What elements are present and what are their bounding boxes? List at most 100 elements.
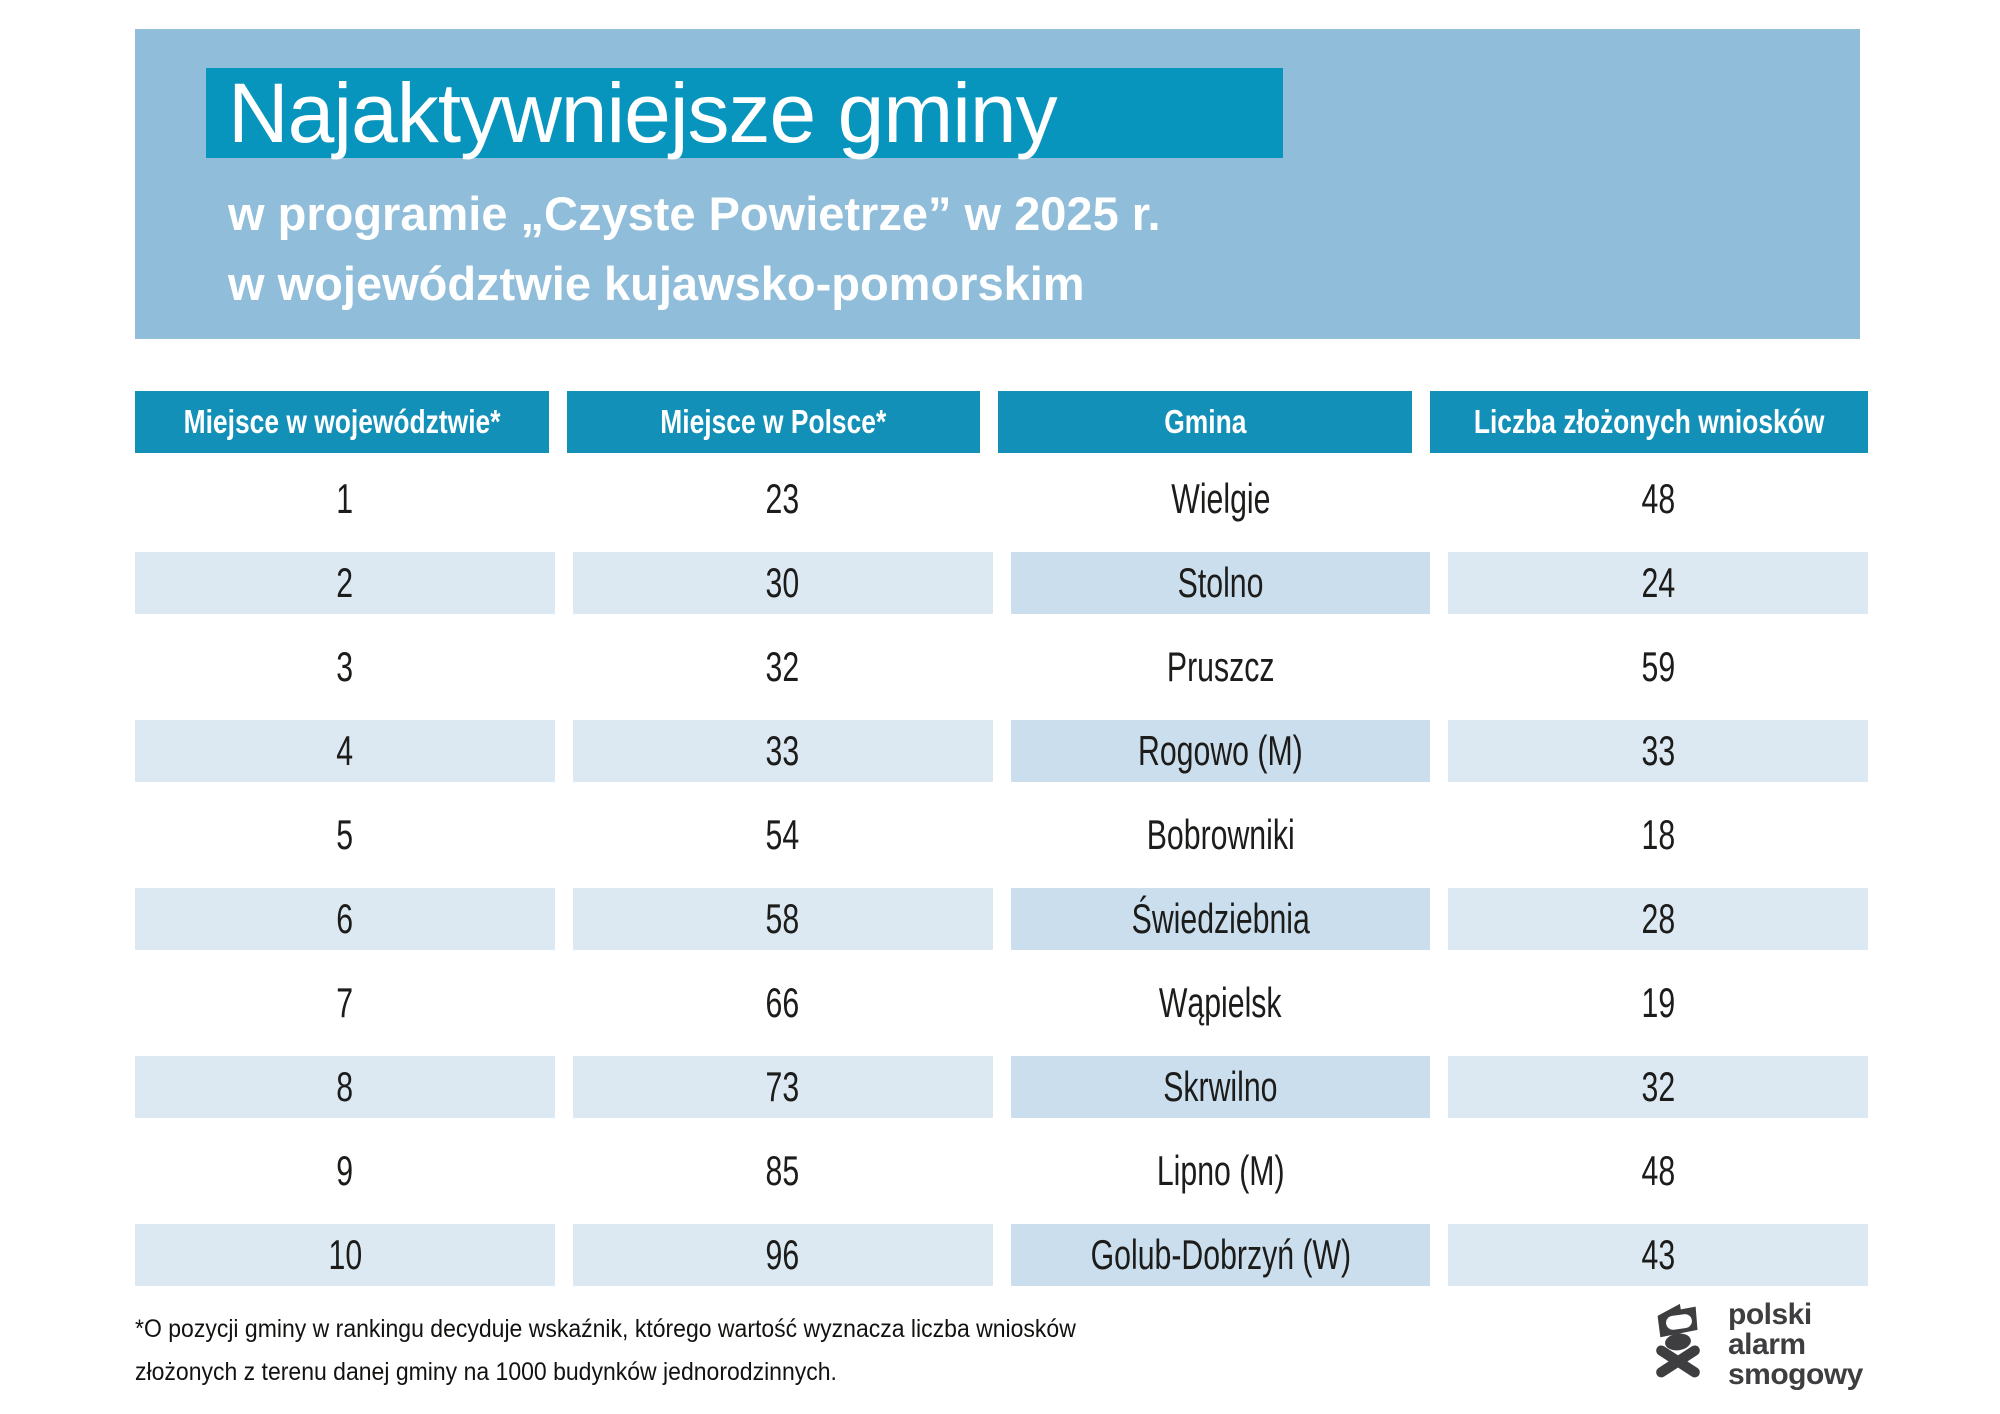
cell-value: Wąpielsk [1159,979,1282,1026]
cell-value: 32 [765,643,800,690]
subtitle-line-2: w województwie kujawsko-pomorskim [228,257,1085,310]
cell-value: Skrwilno [1163,1063,1278,1110]
cell-value: Świedziebnia [1131,895,1310,942]
cell-rank-voivodeship: 8 [135,1056,555,1118]
cell-value: Rogowo (M) [1138,727,1303,774]
cell-value: Bobrowniki [1146,811,1295,858]
cell-value: Golub-Dobrzyń (W) [1090,1231,1351,1278]
cell-applications: 48 [1448,1140,1868,1202]
header-banner: Najaktywniejsze gminy w programie „Czyst… [135,29,1860,339]
table-body: 1 23 Wielgie 48 2 30 Stolno 24 3 32 Pruszcz 59 4 33 Ro… [135,468,1868,1286]
cell-gmina: Bobrowniki [1011,804,1431,866]
cell-value: 9 [336,1147,354,1194]
cell-rank-voivodeship: 2 [135,552,555,614]
footnote-line-1: *O pozycji gminy w rankingu decyduje wsk… [135,1315,1076,1343]
cell-gmina: Skrwilno [1010,1056,1431,1118]
cell-value: 10 [328,1231,362,1278]
pas-logo: polski alarm smogowy [1652,1294,1863,1390]
cell-gmina: Rogowo (M) [1010,720,1431,782]
cell-rank-voivodeship: 7 [135,972,555,1034]
cell-value: 43 [1641,1231,1675,1278]
page-subtitle: w programie „Czyste Powietrze” w 2025 r.… [228,179,1161,319]
cell-applications: 19 [1448,972,1868,1034]
title-highlight-box: Najaktywniejsze gminy [206,68,1283,158]
column-header-label: Miejsce w Polsce* [660,403,887,440]
cell-value: Lipno (M) [1156,1147,1285,1194]
cell-gmina: Wąpielsk [1011,972,1431,1034]
cell-gmina: Lipno (M) [1011,1140,1431,1202]
cell-value: 19 [1641,979,1675,1026]
table-row: 2 30 Stolno 24 [135,552,1868,614]
cell-gmina: Stolno [1010,552,1431,614]
table-row: 10 96 Golub-Dobrzyń (W) 43 [135,1224,1868,1286]
cell-rank-voivodeship: 5 [135,804,555,866]
cell-applications: 48 [1448,468,1868,530]
cell-rank-poland: 58 [572,888,993,950]
cell-value: 32 [1641,1063,1675,1110]
cell-value: 30 [765,559,800,606]
cell-value: 1 [336,475,354,522]
cell-value: 96 [765,1231,800,1278]
cell-rank-poland: 30 [572,552,993,614]
cell-gmina: Świedziebnia [1010,888,1431,950]
cell-applications: 18 [1448,804,1868,866]
cell-applications: 33 [1448,720,1868,782]
cell-value: 5 [336,811,354,858]
column-header-label: Gmina [1163,403,1247,440]
cell-value: 85 [765,1147,800,1194]
table-row: 6 58 Świedziebnia 28 [135,888,1868,950]
cell-value: 28 [1641,895,1675,942]
column-header-label: Liczba złożonych wniosków [1473,403,1825,440]
cell-value: 33 [1641,727,1675,774]
cell-value: Stolno [1177,559,1264,606]
footnote: *O pozycji gminy w rankingu decyduje wsk… [135,1308,1158,1394]
cell-value: Wielgie [1170,475,1270,522]
cell-rank-poland: 66 [573,972,993,1034]
cell-value: 23 [765,475,800,522]
cell-value: 24 [1641,559,1675,606]
cell-value: 7 [336,979,354,1026]
cell-value: 58 [765,895,800,942]
cell-rank-poland: 32 [573,636,993,698]
cell-value: 48 [1641,475,1675,522]
column-header-label: Miejsce w województwie* [183,403,501,440]
cell-value: 48 [1641,1147,1675,1194]
table-row: 3 32 Pruszcz 59 [135,636,1868,698]
cell-rank-poland: 54 [573,804,993,866]
cell-applications: 28 [1448,888,1868,950]
column-header-applications: Liczba złożonych wniosków [1429,391,1868,453]
cell-value: 33 [765,727,800,774]
footnote-line-2: złożonych z terenu danej gminy na 1000 b… [135,1358,837,1386]
cell-rank-poland: 23 [573,468,993,530]
cell-rank-voivodeship: 9 [135,1140,555,1202]
table-row: 5 54 Bobrowniki 18 [135,804,1868,866]
cell-value: Pruszcz [1166,643,1275,690]
column-header-gmina: Gmina [998,391,1412,453]
logo-line-1: polski [1728,1298,1812,1331]
cell-applications: 32 [1448,1056,1868,1118]
table-row: 9 85 Lipno (M) 48 [135,1140,1868,1202]
column-header-rank-poland: Miejsce w Polsce* [566,391,981,453]
pas-logo-text: polski alarm smogowy [1728,1300,1863,1390]
logo-line-2: alarm [1728,1328,1806,1361]
cell-value: 18 [1641,811,1675,858]
cell-gmina: Golub-Dobrzyń (W) [1010,1224,1431,1286]
cell-rank-poland: 73 [572,1056,993,1118]
cell-value: 66 [765,979,800,1026]
cell-value: 54 [765,811,800,858]
cell-applications: 59 [1448,636,1868,698]
page-title: Najaktywniejsze gminy [228,66,1058,160]
cell-applications: 43 [1448,1224,1868,1286]
table-row: 8 73 Skrwilno 32 [135,1056,1868,1118]
column-header-rank-voivodeship: Miejsce w województwie* [135,391,549,453]
cell-value: 4 [336,727,354,774]
cell-gmina: Wielgie [1011,468,1431,530]
table-row: 7 66 Wąpielsk 19 [135,972,1868,1034]
cell-rank-voivodeship: 10 [135,1224,555,1286]
table-row: 1 23 Wielgie 48 [135,468,1868,530]
cell-value: 8 [336,1063,354,1110]
cell-value: 2 [336,559,354,606]
table-header-row: Miejsce w województwie* Miejsce w Polsce… [135,391,1868,453]
cell-rank-poland: 85 [573,1140,993,1202]
